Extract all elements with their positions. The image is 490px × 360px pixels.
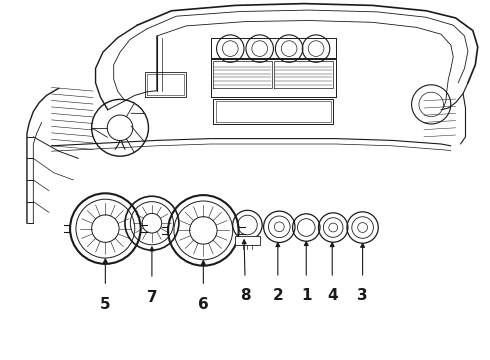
Text: 3: 3 bbox=[357, 288, 368, 303]
Text: 2: 2 bbox=[272, 288, 283, 303]
Text: 8: 8 bbox=[240, 288, 250, 303]
Text: 6: 6 bbox=[198, 297, 209, 312]
Text: 5: 5 bbox=[100, 297, 111, 312]
Text: 4: 4 bbox=[327, 288, 338, 303]
Text: 1: 1 bbox=[301, 288, 312, 303]
Text: 7: 7 bbox=[147, 289, 157, 305]
FancyBboxPatch shape bbox=[235, 236, 260, 245]
